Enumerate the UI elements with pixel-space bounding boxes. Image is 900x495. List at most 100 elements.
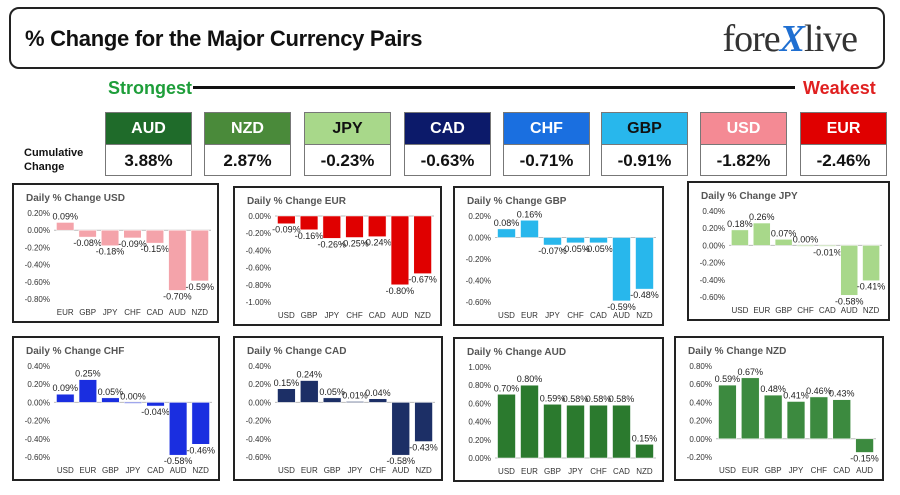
x-tick-label: NZD — [863, 306, 880, 315]
bar-usd — [497, 228, 516, 238]
x-tick-label: GBP — [765, 466, 782, 475]
y-tick-label: -0.60% — [700, 293, 725, 302]
bar-chf — [796, 245, 815, 247]
y-tick-label: -1.00% — [246, 298, 271, 307]
x-tick-label: EUR — [57, 308, 74, 317]
data-label: -0.15% — [141, 244, 170, 254]
bar-aud — [391, 402, 410, 456]
y-tick-label: -0.20% — [687, 453, 712, 462]
cumulative-value: 2.87% — [223, 150, 272, 170]
forexlive-logo: foreXlive — [722, 18, 858, 60]
y-tick-label: 1.00% — [468, 363, 491, 372]
bar-eur — [520, 220, 539, 238]
y-tick-label: 0.20% — [27, 380, 50, 389]
x-tick-label: JPY — [545, 311, 560, 320]
y-tick-label: 0.40% — [702, 207, 725, 216]
x-tick-label: CAD — [146, 308, 163, 317]
bar-aud — [612, 237, 631, 302]
data-label: 0.24% — [297, 370, 323, 380]
data-label: -0.70% — [163, 291, 192, 301]
data-label: 0.15% — [274, 378, 300, 388]
chart-title: Daily % Change CAD — [247, 346, 346, 357]
chart-svg: Daily % Change USD 0.20% 0.00% -0.20% -0.40%… — [25, 193, 215, 317]
currency-card-nzd: NZD 2.87% — [204, 112, 291, 176]
data-label: -0.80% — [386, 286, 415, 296]
data-label: 0.18% — [727, 219, 753, 229]
bar-aud — [840, 245, 858, 296]
y-tick-label: 0.00% — [27, 226, 50, 235]
x-tick-label: CHF — [811, 466, 828, 475]
y-tick-label: 0.00% — [468, 234, 491, 243]
data-label: -0.24% — [363, 238, 392, 248]
x-tick-label: CAD — [613, 467, 630, 476]
data-label: -0.05% — [561, 244, 590, 254]
x-tick-label: GBP — [775, 306, 792, 315]
bar-gbp — [322, 397, 342, 403]
data-label: 0.00% — [793, 234, 819, 244]
bar-aud — [168, 229, 187, 291]
y-tick-label: -0.60% — [25, 278, 50, 287]
data-label: 0.01% — [342, 390, 368, 400]
strongest-label: Strongest — [108, 78, 193, 98]
x-tick-label: JPY — [348, 466, 363, 475]
currency-card-aud: AUD 3.88% — [105, 112, 192, 176]
bar-nzd — [413, 215, 432, 274]
x-tick-label: GBP — [102, 466, 119, 475]
y-tick-label: -0.40% — [25, 435, 50, 444]
chart-svg: Daily % Change JPY 0.40% 0.20% 0.00% -0.20% -… — [700, 191, 886, 315]
currency-code: AUD — [106, 113, 191, 145]
y-tick-label: -0.20% — [246, 229, 271, 238]
currency-code: GBP — [602, 113, 687, 145]
y-tick-label: 0.00% — [468, 454, 491, 463]
x-tick-label: GBP — [324, 466, 341, 475]
data-label: 0.05% — [319, 387, 345, 397]
chart-title: Daily % Change EUR — [247, 196, 347, 207]
data-label: 0.70% — [494, 383, 520, 393]
x-tick-label: CAD — [819, 306, 836, 315]
x-tick-label: GBP — [79, 308, 96, 317]
y-tick-label: 0.00% — [248, 212, 271, 221]
x-tick-label: NZD — [192, 308, 209, 317]
data-label: -0.58% — [164, 456, 193, 466]
x-tick-label: AUD — [841, 306, 858, 315]
bar-chf — [368, 398, 388, 403]
data-label: 0.43% — [829, 389, 855, 399]
data-label: -0.26% — [318, 239, 347, 249]
data-label: -0.15% — [850, 453, 879, 463]
x-tick-label: CAD — [833, 466, 850, 475]
x-tick-label: CAD — [369, 311, 386, 320]
chart-title: Daily % Change AUD — [467, 347, 566, 358]
y-tick-label: -0.60% — [466, 298, 491, 307]
bar-nzd — [635, 444, 654, 459]
bar-eur — [520, 384, 539, 459]
data-label: -0.59% — [607, 302, 636, 312]
chart-svg: Daily % Change AUD 1.00% 0.80% 0.60% 0.40% 0.… — [467, 347, 657, 476]
y-tick-label: -0.20% — [25, 243, 50, 252]
x-tick-label: NZD — [414, 311, 431, 320]
y-tick-label: -0.20% — [700, 259, 725, 268]
data-label: 0.48% — [760, 384, 786, 394]
data-label: 0.58% — [586, 394, 612, 404]
data-label: -0.59% — [186, 282, 215, 292]
data-label: 0.04% — [365, 388, 391, 398]
x-tick-label: USD — [278, 466, 295, 475]
chart-panel-gbp: Daily % Change GBP 0.20% 0.00% -0.20% -0.40%… — [453, 186, 664, 326]
bar-usd — [277, 215, 296, 224]
currency-card-usd: USD -1.82% — [700, 112, 787, 176]
y-tick-label: -0.80% — [246, 281, 271, 290]
data-label: -0.04% — [141, 407, 170, 417]
bar-gbp — [543, 404, 562, 459]
bar-usd — [56, 393, 75, 403]
data-label: 0.08% — [494, 218, 520, 228]
x-tick-label: EUR — [742, 466, 759, 475]
x-tick-label: NZD — [192, 466, 209, 475]
y-tick-label: -0.40% — [700, 276, 725, 285]
chart-svg: Daily % Change CHF 0.40% 0.20% 0.00% -0.20% -… — [25, 346, 215, 475]
x-tick-label: CHF — [370, 466, 387, 475]
x-tick-label: GBP — [301, 311, 318, 320]
y-tick-label: 0.20% — [468, 212, 491, 221]
chart-panel-usd: Daily % Change USD 0.20% 0.00% -0.20% -0.40%… — [12, 183, 219, 323]
y-tick-label: -0.60% — [246, 264, 271, 273]
bar-chf — [123, 229, 142, 239]
y-tick-label: 0.40% — [689, 398, 712, 407]
